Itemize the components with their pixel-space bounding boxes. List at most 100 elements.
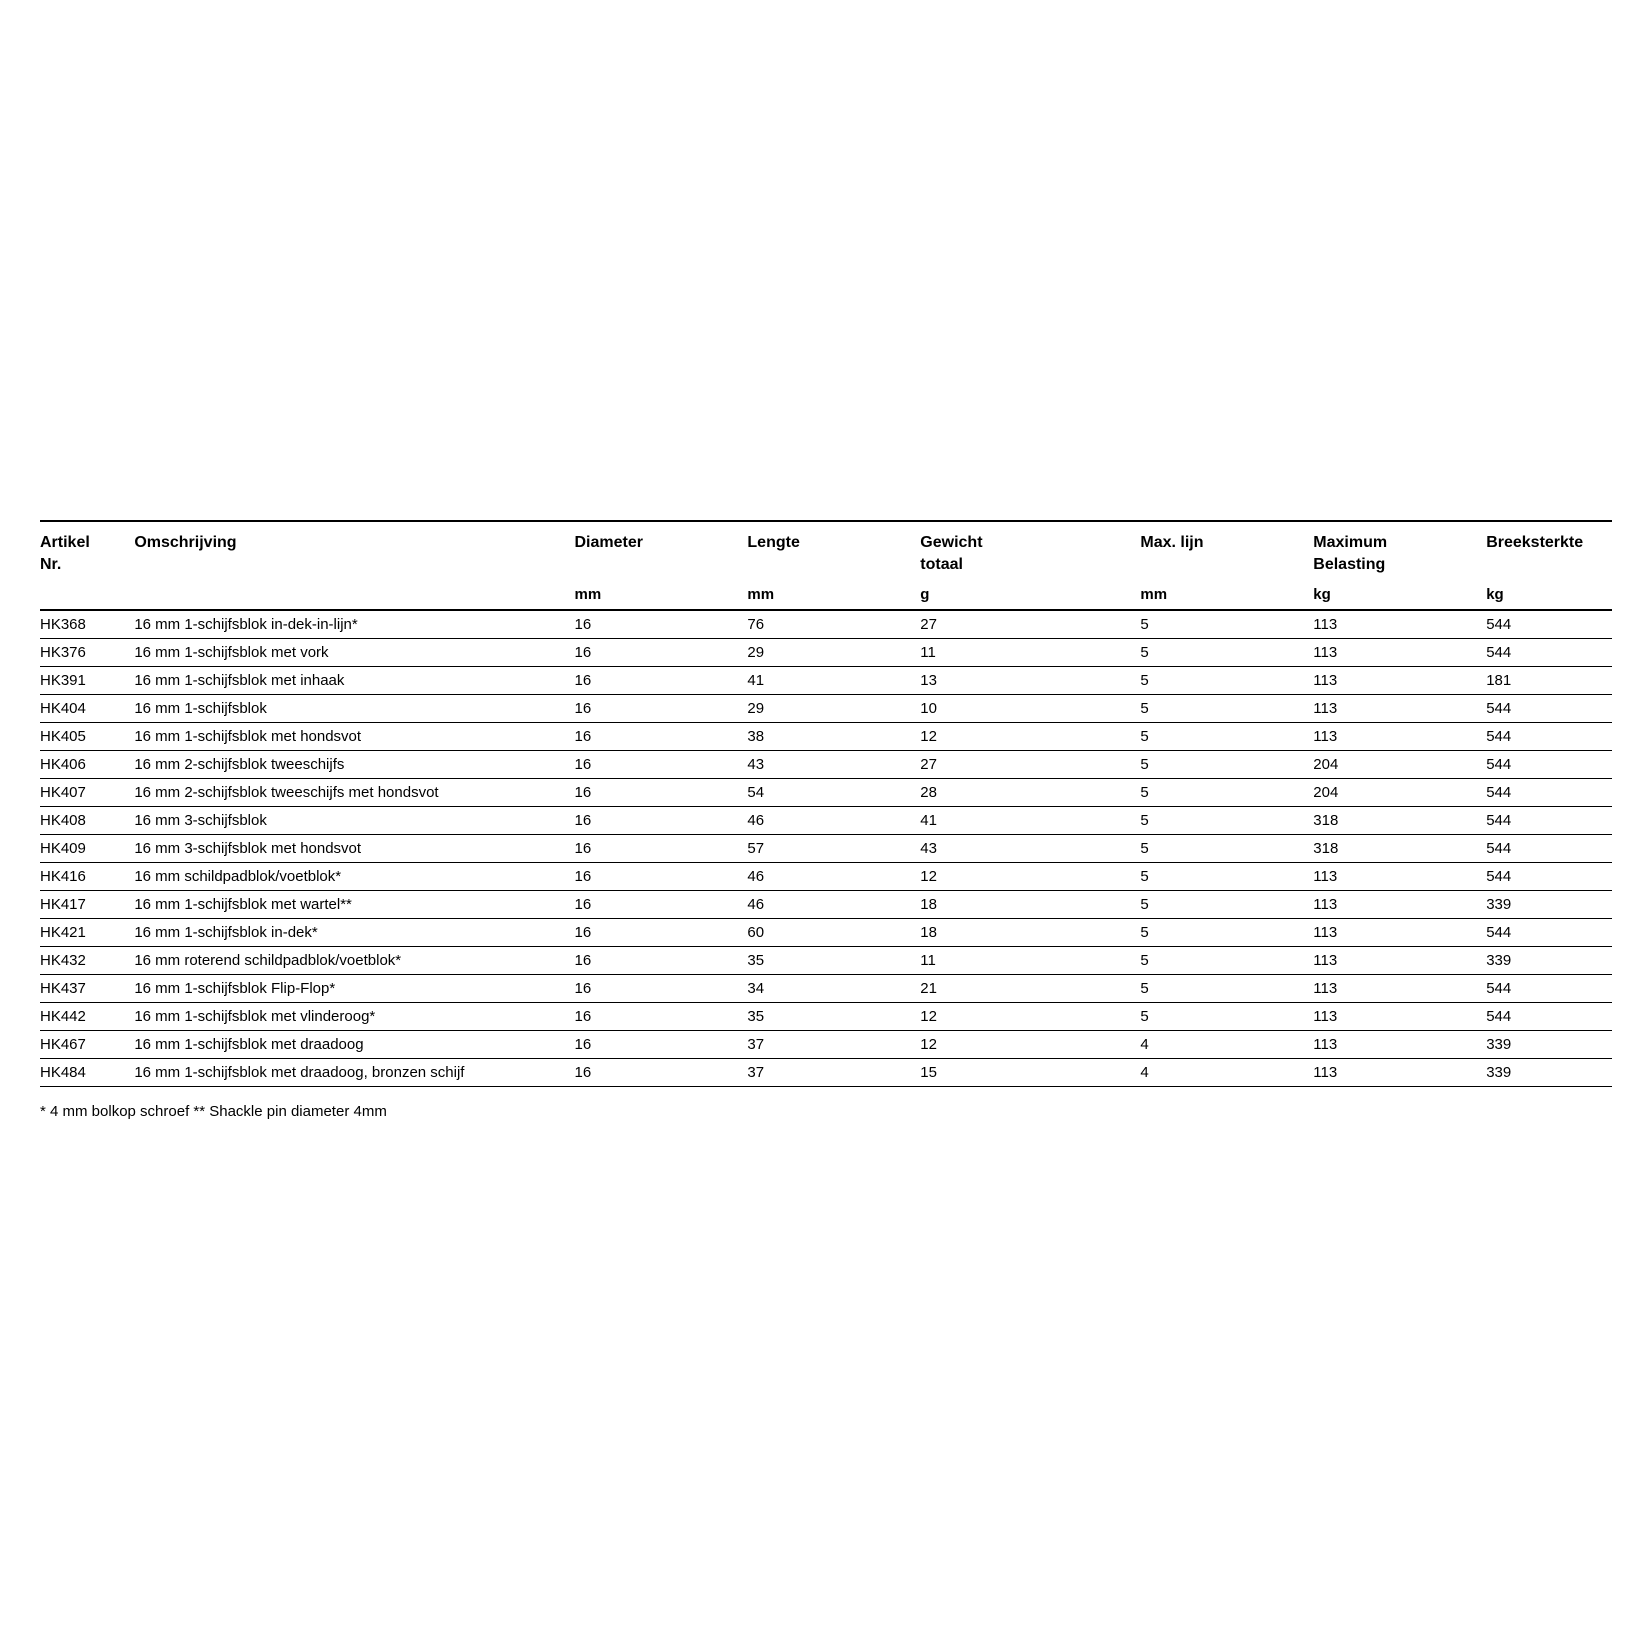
table-cell: 16 mm 1-schijfsblok met draadoog, bronze…: [134, 1059, 574, 1087]
table-cell: 5: [1140, 863, 1313, 891]
column-header: Lengte: [747, 521, 920, 556]
table-cell: 16 mm 1-schijfsblok met vork: [134, 639, 574, 667]
column-header: Diameter: [574, 521, 747, 556]
column-unit: mm: [574, 582, 747, 610]
table-cell: 16 mm 1-schijfsblok in-dek-in-lijn*: [134, 610, 574, 639]
column-header-line2: Belasting: [1313, 556, 1486, 582]
table-cell: 5: [1140, 695, 1313, 723]
table-cell: 16: [574, 1059, 747, 1087]
table-cell: 27: [920, 610, 1140, 639]
table-cell: 16 mm 1-schijfsblok met inhaak: [134, 667, 574, 695]
table-cell: 5: [1140, 975, 1313, 1003]
table-cell: 16: [574, 667, 747, 695]
table-cell: 113: [1313, 975, 1486, 1003]
table-cell: 12: [920, 1031, 1140, 1059]
column-header-line2: [1140, 556, 1313, 582]
table-cell: 16 mm roterend schildpadblok/voetblok*: [134, 947, 574, 975]
table-cell: 12: [920, 1003, 1140, 1031]
table-cell: 12: [920, 723, 1140, 751]
column-header-line2: [747, 556, 920, 582]
table-cell: 34: [747, 975, 920, 1003]
table-cell: 339: [1486, 947, 1612, 975]
table-cell: 18: [920, 919, 1140, 947]
table-cell: HK404: [40, 695, 134, 723]
table-cell: HK376: [40, 639, 134, 667]
table-cell: 10: [920, 695, 1140, 723]
table-cell: 5: [1140, 639, 1313, 667]
table-cell: 113: [1313, 947, 1486, 975]
table-cell: 16: [574, 639, 747, 667]
table-cell: 16 mm 1-schijfsblok: [134, 695, 574, 723]
table-cell: 181: [1486, 667, 1612, 695]
table-cell: 113: [1313, 891, 1486, 919]
table-cell: 113: [1313, 695, 1486, 723]
table-cell: 16: [574, 975, 747, 1003]
table-cell: HK417: [40, 891, 134, 919]
table-cell: 29: [747, 639, 920, 667]
table-row: HK40916 mm 3-schijfsblok met hondsvot16 5…: [40, 835, 1612, 863]
footnote: * 4 mm bolkop schroef ** Shackle pin dia…: [40, 1103, 1612, 1120]
table-cell: 544: [1486, 919, 1612, 947]
column-header: Artikel: [40, 521, 134, 556]
table-cell: 43: [920, 835, 1140, 863]
table-cell: HK409: [40, 835, 134, 863]
page-container: ArtikelOmschrijvingDiameterLengteGewicht…: [0, 0, 1652, 1120]
product-table: ArtikelOmschrijvingDiameterLengteGewicht…: [40, 520, 1612, 1087]
table-cell: 28: [920, 779, 1140, 807]
table-row: HK44216 mm 1-schijfsblok met vlinderoog*…: [40, 1003, 1612, 1031]
table-cell: HK437: [40, 975, 134, 1003]
column-unit: [40, 582, 134, 610]
table-cell: HK484: [40, 1059, 134, 1087]
table-cell: 5: [1140, 835, 1313, 863]
column-unit: kg: [1313, 582, 1486, 610]
column-header: Gewicht: [920, 521, 1140, 556]
table-cell: 16 mm 1-schijfsblok in-dek*: [134, 919, 574, 947]
table-row: HK40516 mm 1-schijfsblok met hondsvot163…: [40, 723, 1612, 751]
table-cell: 339: [1486, 1059, 1612, 1087]
table-cell: 21: [920, 975, 1140, 1003]
table-cell: 113: [1313, 1031, 1486, 1059]
table-cell: HK432: [40, 947, 134, 975]
column-header-line2: [134, 556, 574, 582]
table-cell: 113: [1313, 667, 1486, 695]
table-cell: 43: [747, 751, 920, 779]
table-cell: 113: [1313, 863, 1486, 891]
table-row: HK37616 mm 1-schijfsblok met vork1629115…: [40, 639, 1612, 667]
table-cell: 204: [1313, 779, 1486, 807]
table-cell: 5: [1140, 723, 1313, 751]
table-header-row-1: ArtikelOmschrijvingDiameterLengteGewicht…: [40, 521, 1612, 556]
table-row: HK40716 mm 2-schijfsblok tweeschijfs met…: [40, 779, 1612, 807]
table-cell: 60: [747, 919, 920, 947]
table-row: HK43716 mm 1-schijfsblok Flip-Flop*16342…: [40, 975, 1612, 1003]
table-row: HK41616 mm schildpadblok/voetblok*164612…: [40, 863, 1612, 891]
table-cell: 16 mm 3-schijfsblok met hondsvot: [134, 835, 574, 863]
table-cell: HK391: [40, 667, 134, 695]
table-cell: HK416: [40, 863, 134, 891]
table-cell: 35: [747, 947, 920, 975]
table-cell: 16 mm 2-schijfsblok tweeschijfs met hond…: [134, 779, 574, 807]
table-cell: 5: [1140, 610, 1313, 639]
table-row: HK40416 mm 1-schijfsblok1629105113544: [40, 695, 1612, 723]
table-cell: 37: [747, 1059, 920, 1087]
column-header: Max. lijn: [1140, 521, 1313, 556]
table-cell: 318: [1313, 835, 1486, 863]
table-cell: 16 mm 1-schijfsblok met wartel**: [134, 891, 574, 919]
table-row: HK41716 mm 1-schijfsblok met wartel**164…: [40, 891, 1612, 919]
table-cell: 16 mm 1-schijfsblok met vlinderoog*: [134, 1003, 574, 1031]
table-cell: HK368: [40, 610, 134, 639]
table-cell: 46: [747, 807, 920, 835]
table-cell: 5: [1140, 807, 1313, 835]
table-cell: 12: [920, 863, 1140, 891]
table-cell: 5: [1140, 947, 1313, 975]
table-cell: 16: [574, 1003, 747, 1031]
table-cell: 16: [574, 835, 747, 863]
table-cell: 16 mm 2-schijfsblok tweeschijfs: [134, 751, 574, 779]
table-row: HK40616 mm 2-schijfsblok tweeschijfs1643…: [40, 751, 1612, 779]
table-row: HK40816 mm 3-schijfsblok1646415318544: [40, 807, 1612, 835]
table-cell: 16: [574, 610, 747, 639]
table-cell: HK408: [40, 807, 134, 835]
column-header: Maximum: [1313, 521, 1486, 556]
table-cell: 544: [1486, 863, 1612, 891]
table-cell: 38: [747, 723, 920, 751]
table-cell: 13: [920, 667, 1140, 695]
